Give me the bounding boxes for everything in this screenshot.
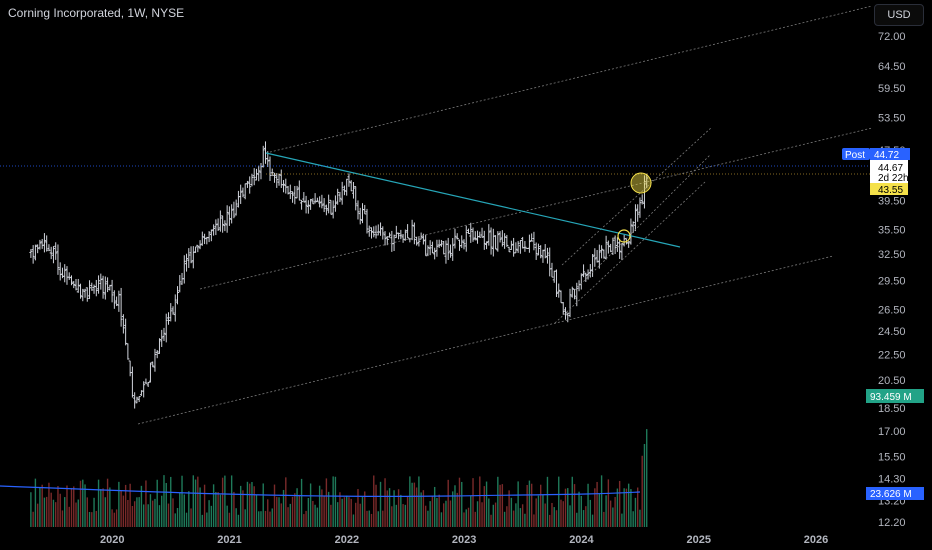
volume-ma-badge — [866, 487, 924, 500]
y-tick-label: 12.20 — [878, 517, 906, 529]
x-tick-label: 2024 — [569, 534, 594, 546]
x-tick-label: 2021 — [217, 534, 241, 546]
x-tick-label: 2025 — [687, 534, 711, 546]
time-axis[interactable]: 2020 2021 2022 2023 2024 2025 2026 — [100, 534, 828, 546]
post-badge — [842, 148, 870, 160]
volume-ma-label: 23.626 M — [870, 489, 912, 500]
close-price-badge — [870, 183, 908, 195]
y-tick-label: 32.50 — [878, 249, 906, 261]
y-tick-label: 72.00 — [878, 31, 906, 43]
short-channel-lower — [554, 181, 706, 324]
currency-button[interactable]: USD — [874, 4, 924, 26]
y-tick-label: 26.50 — [878, 305, 906, 317]
last-price-label: 44.67 — [878, 163, 903, 174]
price-badges: Post 44.72 44.67 2d 22h 43.55 93.459 M 2… — [842, 148, 924, 500]
y-tick-label: 53.50 — [878, 112, 906, 124]
post-price-badge — [870, 148, 910, 160]
breakout-highlight — [630, 172, 652, 194]
close-price-label: 43.55 — [878, 185, 903, 196]
y-tick-label: 59.50 — [878, 83, 906, 95]
volume-badge-label: 93.459 M — [870, 392, 912, 403]
y-tick-label: 29.50 — [878, 275, 906, 287]
retest-highlight — [617, 229, 631, 243]
x-tick-label: 2026 — [804, 534, 828, 546]
channel-upper-line — [265, 5, 873, 154]
volume-badge — [866, 389, 924, 403]
y-tick-label: 22.50 — [878, 349, 906, 361]
chart-title: Corning Incorporated, 1W, NYSE — [8, 6, 185, 20]
volume-pane — [0, 429, 648, 527]
y-tick-label: 14.30 — [878, 474, 906, 486]
channel-middle-line — [199, 127, 873, 290]
y-tick-label: 15.50 — [878, 451, 906, 463]
x-tick-label: 2020 — [100, 534, 124, 546]
y-tick-label: 35.50 — [878, 225, 906, 237]
y-tick-label: 20.50 — [878, 375, 906, 387]
y-tick-label: 24.50 — [878, 326, 906, 338]
post-badge-label: Post — [845, 150, 865, 161]
x-tick-label: 2022 — [335, 534, 359, 546]
post-price-label: 44.72 — [874, 150, 899, 161]
trendline — [265, 152, 681, 248]
channel-lower-line — [137, 255, 834, 425]
x-tick-label: 2023 — [452, 534, 476, 546]
price-bars — [29, 141, 649, 409]
overlay-drawings[interactable] — [0, 5, 873, 425]
short-channel-upper — [561, 126, 713, 266]
price-axis[interactable]: 72.0064.5059.5053.5047.5044.5039.5035.50… — [878, 31, 906, 529]
volume-ma-line — [0, 485, 641, 497]
last-price-badge — [870, 160, 908, 184]
y-tick-label: 39.50 — [878, 195, 906, 207]
countdown-label: 2d 22h — [878, 173, 909, 184]
y-tick-label: 17.00 — [878, 426, 906, 438]
y-tick-label: 64.50 — [878, 61, 906, 73]
y-tick-label: 18.50 — [878, 403, 906, 415]
